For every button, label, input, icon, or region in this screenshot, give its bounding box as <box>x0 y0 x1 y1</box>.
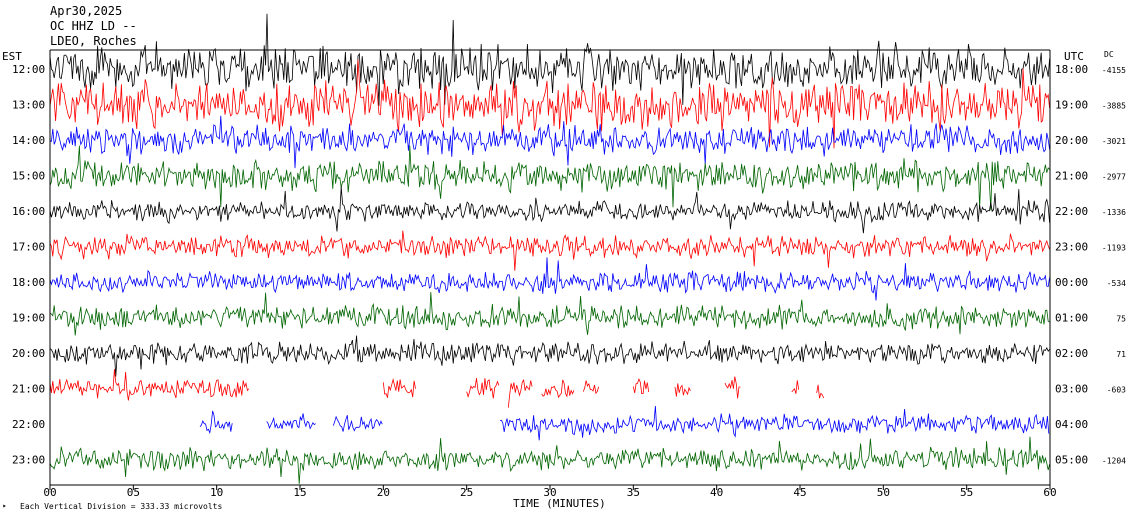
trace-2100-seg5 <box>582 380 600 395</box>
trace-2100-seg2 <box>466 377 500 399</box>
utc-hour-label: 23:00 <box>1055 241 1088 254</box>
trace-2100-seg10 <box>816 384 825 399</box>
utc-hour-label: 03:00 <box>1055 383 1088 396</box>
dc-offset-label: -1204 <box>1102 457 1126 466</box>
est-hour-label: 17:00 <box>12 241 45 254</box>
dc-offset-label: -4155 <box>1102 66 1126 75</box>
dc-offset-label: -3885 <box>1102 102 1126 111</box>
trace-1400 <box>49 115 1050 169</box>
row-labels: 12:00 18:00 -4155 13:00 19:00 -3885 14:00 20:00… <box>12 63 1126 467</box>
trace-2100-seg8 <box>724 376 741 399</box>
utc-hour-label: 04:00 <box>1055 418 1088 431</box>
x-axis-ticks: 00 05 10 15 20 25 30 35 40 45 50 55 60 <box>43 485 1057 499</box>
utc-hour-label: 20:00 <box>1055 134 1088 147</box>
x-tick-label: 30 <box>543 486 556 499</box>
trace-layer <box>49 13 1050 484</box>
header-station: LDEO, Roches <box>50 34 137 48</box>
trace-2100-seg0 <box>49 369 250 401</box>
utc-hour-label: 21:00 <box>1055 170 1088 183</box>
utc-hour-label: 18:00 <box>1055 63 1088 76</box>
dc-offset-label: 75 <box>1116 315 1126 324</box>
trace-2100-seg4 <box>541 379 575 399</box>
x-tick-label: 05 <box>127 486 140 499</box>
trace-1900 <box>49 292 1050 336</box>
x-tick-label: 35 <box>627 486 640 499</box>
est-hour-label: 15:00 <box>12 170 45 183</box>
utc-label: UTC <box>1064 50 1084 63</box>
trace-2200-seg3 <box>499 405 1050 441</box>
dc-offset-label: -2977 <box>1102 173 1126 182</box>
utc-hour-label: 22:00 <box>1055 205 1088 218</box>
trace-1500 <box>49 145 1050 211</box>
est-hour-label: 14:00 <box>12 134 45 147</box>
trace-2200-seg0 <box>199 410 233 435</box>
x-tick-label: 45 <box>793 486 806 499</box>
trace-2200-seg2 <box>332 415 383 432</box>
utc-hour-label: 19:00 <box>1055 99 1088 112</box>
est-hour-label: 12:00 <box>12 63 45 76</box>
trace-1200 <box>49 13 1050 106</box>
trace-2100-seg1 <box>382 378 416 398</box>
est-hour-label: 23:00 <box>12 454 45 467</box>
dc-label: DC <box>1104 50 1114 59</box>
est-hour-label: 18:00 <box>12 276 45 289</box>
utc-hour-label: 02:00 <box>1055 347 1088 360</box>
est-label: EST <box>2 50 22 63</box>
dc-offset-label: 71 <box>1116 350 1126 359</box>
x-tick-label: 25 <box>460 486 473 499</box>
trace-1300 <box>49 59 1050 149</box>
x-tick-label: 40 <box>710 486 723 499</box>
trace-1800 <box>49 257 1050 301</box>
dc-offset-label: -3021 <box>1102 137 1126 146</box>
footer-scale-note: Each Vertical Division = 333.33 microvol… <box>20 502 222 511</box>
dc-offset-label: -1193 <box>1102 244 1126 253</box>
header-date: Apr30,2025 <box>50 4 122 18</box>
utc-hour-label: 00:00 <box>1055 276 1088 289</box>
scale-marker: ‣ <box>2 502 7 511</box>
trace-2100-seg7 <box>674 383 691 397</box>
est-hour-label: 21:00 <box>12 383 45 396</box>
trace-2200-seg1 <box>266 413 316 430</box>
x-tick-label: 50 <box>877 486 890 499</box>
est-hour-label: 13:00 <box>12 99 45 112</box>
utc-hour-label: 05:00 <box>1055 454 1088 467</box>
dc-offset-label: -534 <box>1107 279 1126 288</box>
x-tick-label: 10 <box>210 486 223 499</box>
x-tick-label: 20 <box>377 486 390 499</box>
x-tick-label: 00 <box>43 486 56 499</box>
trace-1700 <box>49 230 1050 271</box>
est-hour-label: 20:00 <box>12 347 45 360</box>
x-tick-label: 15 <box>293 486 306 499</box>
trace-2100-seg6 <box>632 377 650 394</box>
est-hour-label: 16:00 <box>12 205 45 218</box>
x-tick-label: 60 <box>1043 486 1056 499</box>
x-axis-title: TIME (MINUTES) <box>513 497 606 510</box>
x-tick-label: 55 <box>960 486 973 499</box>
trace-2100-seg3 <box>507 378 533 408</box>
utc-hour-label: 01:00 <box>1055 312 1088 325</box>
trace-2300 <box>49 436 1050 484</box>
est-hour-label: 19:00 <box>12 312 45 325</box>
trace-2000 <box>49 335 1050 377</box>
header-channel: OC HHZ LD -- <box>50 19 137 33</box>
trace-1600 <box>49 186 1050 234</box>
dc-offset-label: -603 <box>1107 386 1126 395</box>
trace-2100-seg9 <box>791 380 800 394</box>
est-hour-label: 22:00 <box>12 418 45 431</box>
dc-offset-label: -1336 <box>1102 208 1126 217</box>
